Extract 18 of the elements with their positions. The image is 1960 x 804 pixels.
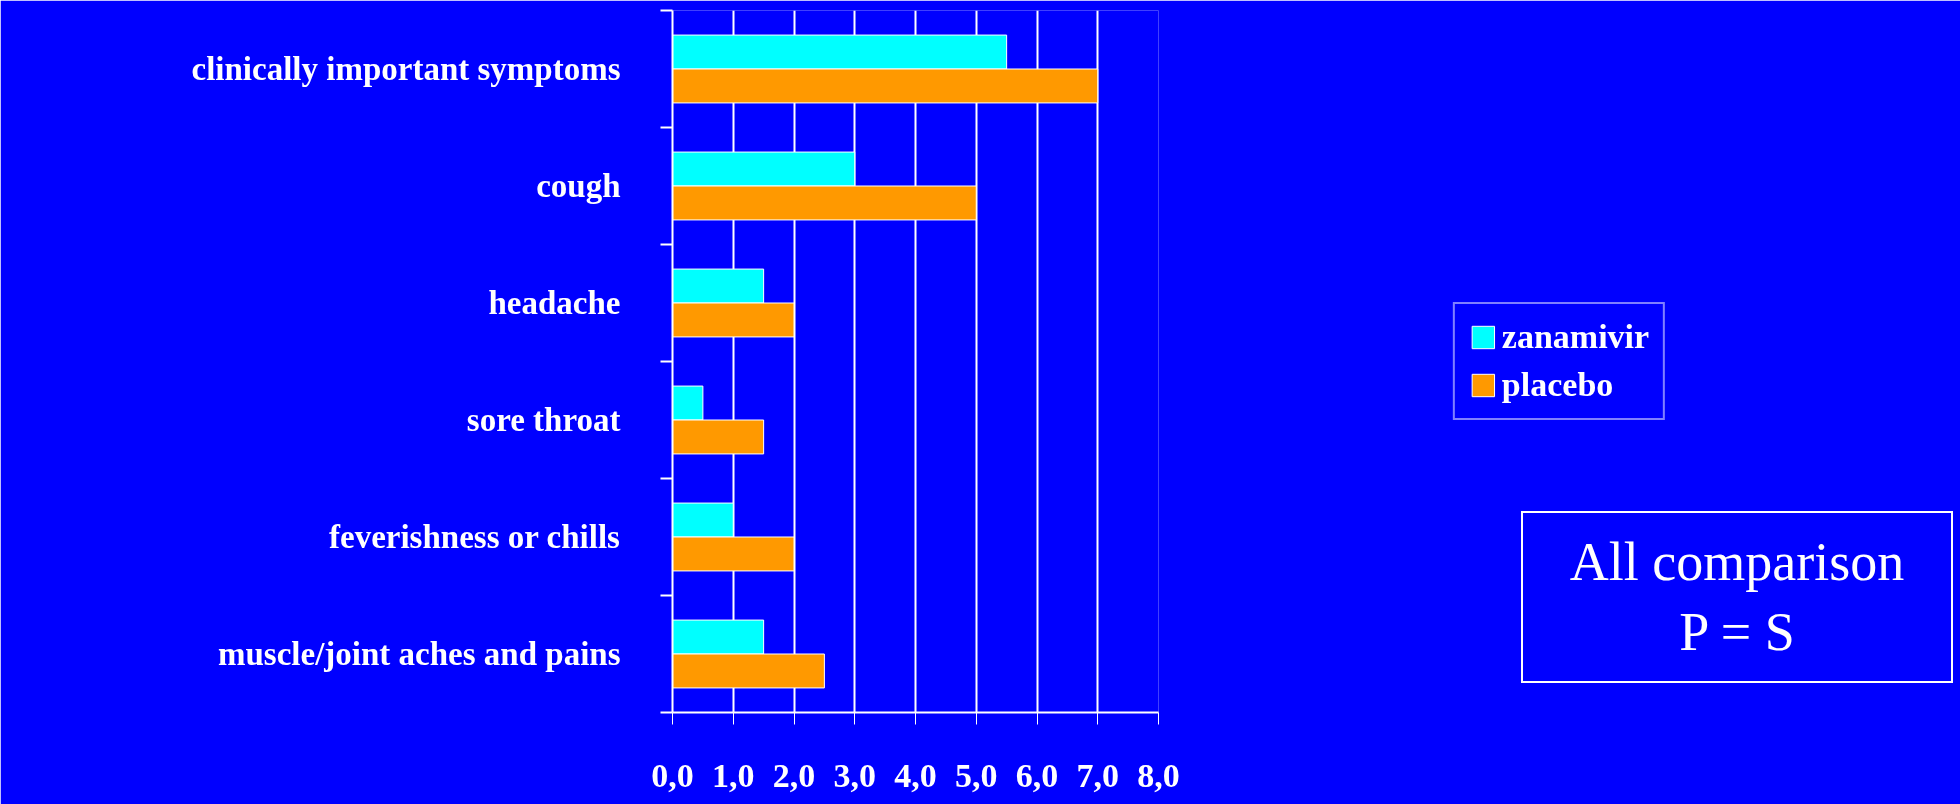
x-tick-label: 1,0: [712, 756, 755, 794]
x-tick-label: 6,0: [1015, 756, 1059, 794]
x-tick-label: 4,0: [894, 756, 937, 794]
text: All comparison P = S: [1569, 531, 1905, 664]
y-tick-label: clinically important symptoms: [191, 51, 621, 87]
x-tick-label: 2,0: [772, 756, 816, 794]
legend-label: zanamivir: [1501, 318, 1650, 356]
x-tick-label: 5,0: [955, 756, 998, 794]
y-tick-label: headache: [488, 285, 621, 321]
y-tick-label: sore throat: [466, 402, 621, 438]
y-tick-label: cough: [536, 168, 621, 204]
x-tick-label: 7,0: [1076, 756, 1119, 794]
x-tick-label: 3,0: [833, 756, 876, 794]
y-tick-label: feverishness or chills: [329, 519, 621, 555]
x-tick-label: 0,0: [651, 756, 694, 794]
x-tick-label: 8,0: [1137, 756, 1180, 794]
y-tick-label: muscle/joint aches and pains: [218, 636, 621, 672]
legend-label: placebo: [1501, 366, 1614, 404]
